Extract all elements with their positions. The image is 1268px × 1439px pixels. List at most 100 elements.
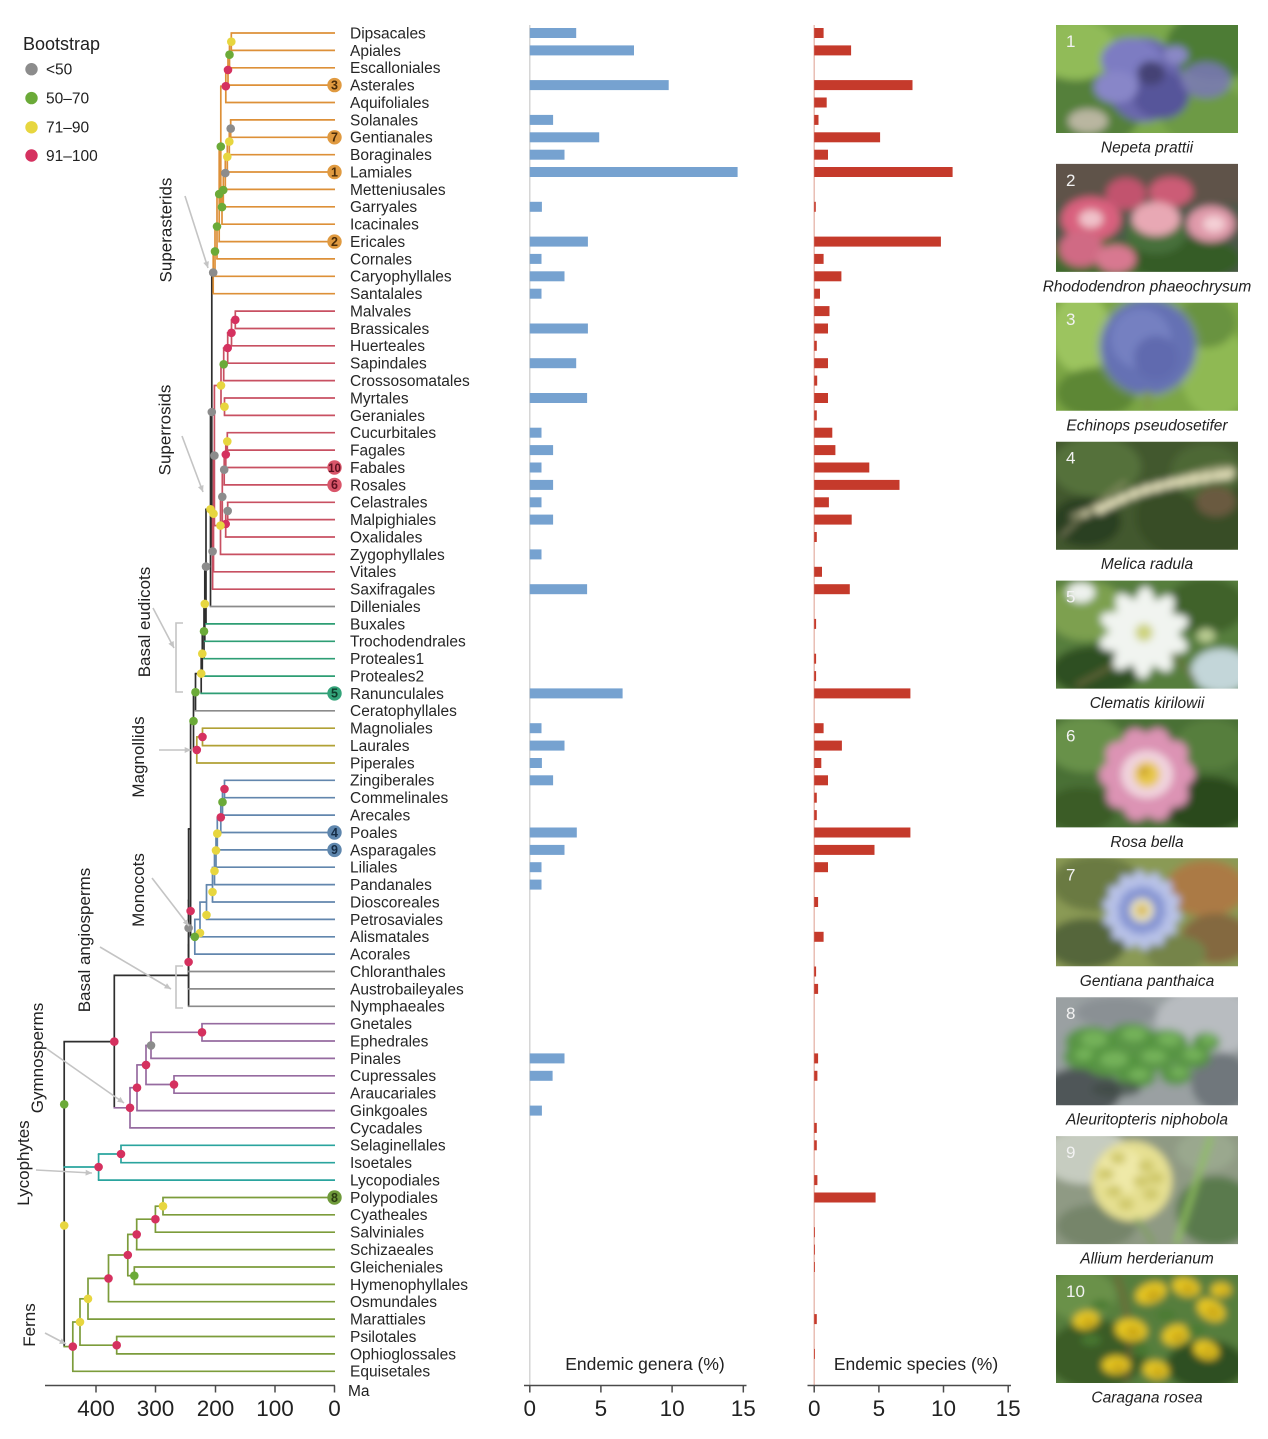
svg-text:Pandanales: Pandanales bbox=[350, 877, 432, 894]
svg-text:Salviniales: Salviniales bbox=[350, 1225, 424, 1242]
svg-text:Malvales: Malvales bbox=[350, 304, 411, 321]
svg-text:Caryophyllales: Caryophyllales bbox=[350, 269, 452, 286]
svg-text:10: 10 bbox=[660, 1396, 685, 1421]
svg-text:Isoetales: Isoetales bbox=[350, 1155, 412, 1172]
svg-text:Superrosids: Superrosids bbox=[156, 385, 175, 476]
svg-text:Alismatales: Alismatales bbox=[350, 929, 429, 946]
svg-text:Ginkgoales: Ginkgoales bbox=[350, 1103, 428, 1120]
svg-text:Fagales: Fagales bbox=[350, 443, 405, 460]
svg-text:Caragana rosea: Caragana rosea bbox=[1091, 1390, 1203, 1407]
svg-text:Sapindales: Sapindales bbox=[350, 356, 427, 373]
svg-text:10: 10 bbox=[328, 463, 341, 475]
svg-text:Lamiales: Lamiales bbox=[350, 164, 412, 181]
svg-text:Pinales: Pinales bbox=[350, 1051, 401, 1068]
svg-text:71–90: 71–90 bbox=[46, 120, 89, 137]
svg-text:4: 4 bbox=[331, 826, 338, 840]
svg-text:Malpighiales: Malpighiales bbox=[350, 512, 436, 529]
svg-text:Cupressales: Cupressales bbox=[350, 1068, 436, 1085]
svg-text:Magnoliales: Magnoliales bbox=[350, 721, 433, 738]
svg-text:Proteales1: Proteales1 bbox=[350, 651, 424, 668]
svg-text:Cornales: Cornales bbox=[350, 251, 412, 268]
svg-text:Apiales: Apiales bbox=[350, 43, 401, 60]
svg-text:Psilotales: Psilotales bbox=[350, 1329, 417, 1346]
svg-text:Asparagales: Asparagales bbox=[350, 842, 436, 859]
svg-text:50–70: 50–70 bbox=[46, 90, 89, 107]
svg-text:Liliales: Liliales bbox=[350, 860, 398, 877]
svg-text:Dilleniales: Dilleniales bbox=[350, 599, 421, 616]
svg-text:Cucurbitales: Cucurbitales bbox=[350, 425, 436, 442]
svg-text:Dipsacales: Dipsacales bbox=[350, 25, 426, 42]
svg-text:Buxales: Buxales bbox=[350, 616, 405, 633]
svg-text:Garryales: Garryales bbox=[350, 199, 417, 216]
svg-text:Lycophytes: Lycophytes bbox=[14, 1120, 33, 1205]
svg-text:Endemic species (%): Endemic species (%) bbox=[834, 1354, 998, 1374]
svg-text:Osmundales: Osmundales bbox=[350, 1294, 437, 1311]
svg-text:Crossosomatales: Crossosomatales bbox=[350, 373, 470, 390]
svg-text:Ceratophyllales: Ceratophyllales bbox=[350, 703, 457, 720]
svg-text:Piperales: Piperales bbox=[350, 755, 415, 772]
svg-text:5: 5 bbox=[1066, 588, 1075, 607]
svg-text:Commelinales: Commelinales bbox=[350, 790, 448, 807]
svg-text:100: 100 bbox=[256, 1396, 294, 1421]
svg-text:Lycopodiales: Lycopodiales bbox=[350, 1173, 440, 1190]
svg-text:Ferns: Ferns bbox=[20, 1303, 39, 1346]
svg-text:Marattiales: Marattiales bbox=[350, 1312, 426, 1329]
svg-text:Ericales: Ericales bbox=[350, 234, 405, 251]
svg-text:Dioscoreales: Dioscoreales bbox=[350, 894, 440, 911]
svg-text:Araucariales: Araucariales bbox=[350, 1086, 436, 1103]
svg-text:10: 10 bbox=[1066, 1282, 1085, 1301]
svg-text:Laurales: Laurales bbox=[350, 738, 410, 755]
svg-text:Santalales: Santalales bbox=[350, 286, 423, 303]
svg-text:Boraginales: Boraginales bbox=[350, 147, 432, 164]
svg-text:Monocots: Monocots bbox=[129, 853, 148, 927]
svg-text:15: 15 bbox=[996, 1396, 1021, 1421]
svg-text:Fabales: Fabales bbox=[350, 460, 405, 477]
svg-text:Cyatheales: Cyatheales bbox=[350, 1207, 428, 1224]
svg-text:Aleuritopteris niphobola: Aleuritopteris niphobola bbox=[1065, 1112, 1228, 1129]
svg-text:Ephedrales: Ephedrales bbox=[350, 1033, 429, 1050]
svg-text:Aquifoliales: Aquifoliales bbox=[350, 95, 430, 112]
svg-text:Bootstrap: Bootstrap bbox=[23, 34, 100, 54]
svg-text:0: 0 bbox=[524, 1396, 537, 1421]
svg-text:9: 9 bbox=[1066, 1143, 1075, 1162]
svg-text:Basal eudicots: Basal eudicots bbox=[135, 567, 154, 678]
svg-text:Asterales: Asterales bbox=[350, 78, 415, 95]
svg-text:Clematis kirilowii: Clematis kirilowii bbox=[1090, 695, 1205, 712]
svg-text:Geraniales: Geraniales bbox=[350, 408, 425, 425]
svg-text:Endemic genera (%): Endemic genera (%) bbox=[565, 1354, 725, 1374]
svg-text:0: 0 bbox=[328, 1396, 341, 1421]
svg-text:2: 2 bbox=[331, 235, 338, 249]
svg-text:200: 200 bbox=[197, 1396, 235, 1421]
svg-text:Cycadales: Cycadales bbox=[350, 1120, 423, 1137]
svg-text:8: 8 bbox=[331, 1191, 338, 1205]
svg-text:Huerteales: Huerteales bbox=[350, 338, 425, 355]
svg-text:Vitales: Vitales bbox=[350, 564, 396, 581]
svg-text:Allium herderianum: Allium herderianum bbox=[1079, 1251, 1214, 1268]
svg-text:<50: <50 bbox=[46, 62, 73, 79]
svg-text:Austrobaileyales: Austrobaileyales bbox=[350, 981, 464, 998]
svg-text:Basal angiosperms: Basal angiosperms bbox=[75, 868, 94, 1013]
svg-text:Arecales: Arecales bbox=[350, 808, 411, 825]
svg-text:Myrtales: Myrtales bbox=[350, 390, 409, 407]
svg-text:Oxalidales: Oxalidales bbox=[350, 529, 423, 546]
svg-text:Superasterids: Superasterids bbox=[157, 178, 176, 283]
svg-text:Ophioglossales: Ophioglossales bbox=[350, 1346, 456, 1363]
svg-text:1: 1 bbox=[1066, 32, 1075, 51]
svg-text:Ma: Ma bbox=[348, 1383, 370, 1400]
svg-text:Zingiberales: Zingiberales bbox=[350, 773, 435, 790]
svg-text:Celastrales: Celastrales bbox=[350, 495, 428, 512]
svg-text:Rosales: Rosales bbox=[350, 477, 406, 494]
svg-text:Selaginellales: Selaginellales bbox=[350, 1138, 446, 1155]
svg-text:Poales: Poales bbox=[350, 825, 398, 842]
svg-text:Equisetales: Equisetales bbox=[350, 1364, 430, 1381]
svg-text:Metteniusales: Metteniusales bbox=[350, 182, 446, 199]
svg-text:Saxifragales: Saxifragales bbox=[350, 582, 436, 599]
svg-text:Nepeta prattii: Nepeta prattii bbox=[1101, 140, 1194, 157]
svg-text:Echinops pseudosetifer: Echinops pseudosetifer bbox=[1066, 417, 1228, 434]
svg-text:Gymnosperms: Gymnosperms bbox=[28, 1003, 47, 1114]
svg-text:300: 300 bbox=[137, 1396, 175, 1421]
svg-text:15: 15 bbox=[731, 1396, 756, 1421]
svg-text:5: 5 bbox=[873, 1396, 886, 1421]
svg-text:Brassicales: Brassicales bbox=[350, 321, 429, 338]
svg-text:Gentiana panthaica: Gentiana panthaica bbox=[1080, 973, 1215, 990]
